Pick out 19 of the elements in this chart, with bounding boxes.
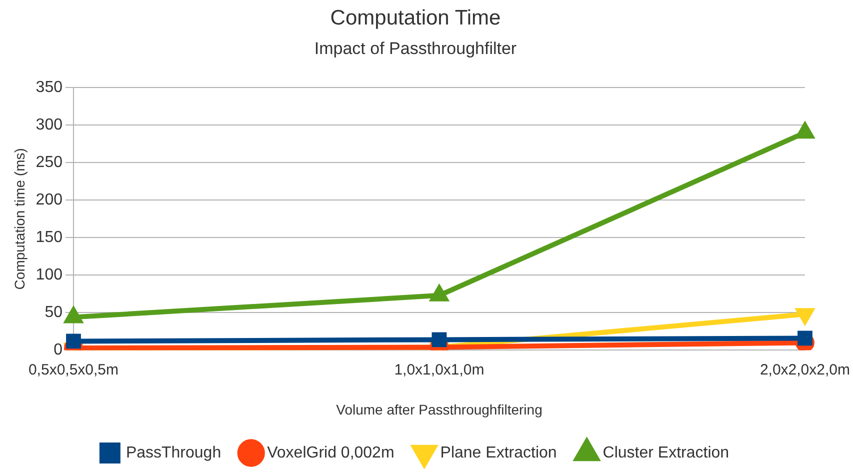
legend-label: PassThrough [126, 444, 222, 462]
legend-label: Plane Extraction [440, 444, 557, 462]
legend-label: Cluster Extraction [602, 444, 730, 462]
y-tick-label: 150 [36, 229, 63, 246]
x-axis-title: Volume after Passthroughfiltering [336, 401, 542, 418]
y-tick-label: 250 [36, 154, 63, 172]
y-tick-label: 300 [36, 116, 63, 134]
chart-subtitle: Impact of Passthroughfilter [314, 39, 517, 58]
legend-label: VoxelGrid 0,002m [267, 444, 394, 462]
y-tick-label: 350 [36, 79, 63, 96]
y-tick-label: 0 [54, 342, 63, 359]
y-tick-label: 200 [36, 192, 63, 209]
chart-title: Computation Time [330, 6, 501, 30]
x-tick-label: 0,5x0,5x0,5m [28, 361, 119, 378]
x-tick-label: 1,0x1,0x1,0m [394, 361, 484, 378]
x-tick-label: 2,0x2,0x2,0m [760, 361, 850, 378]
y-axis-title: Computation time (ms) [11, 148, 28, 290]
y-tick-label: 50 [44, 304, 63, 322]
y-tick-label: 100 [36, 266, 63, 284]
